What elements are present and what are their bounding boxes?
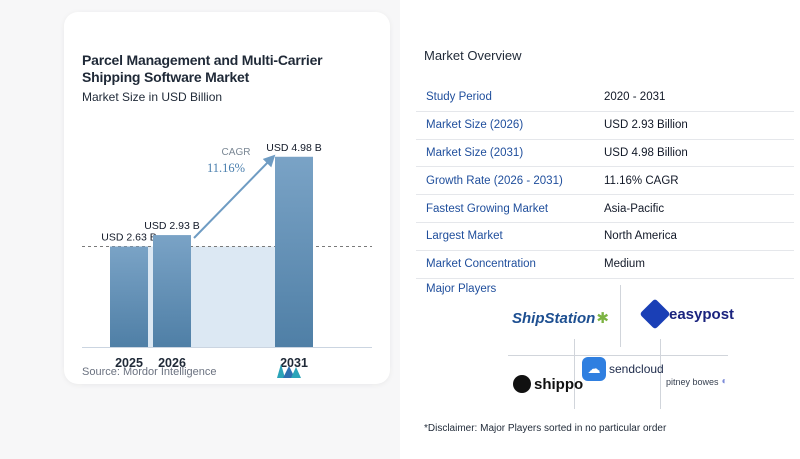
sendcloud-logo: ☁ sendcloud [582,357,664,381]
mordor-logo [277,364,301,378]
pitney-bowes-name: pitney bowes [666,376,719,387]
easypost-name: easypost [669,305,735,323]
row-label: Market Concentration [426,258,536,271]
chart-card: Parcel Management and Multi-Carrier Ship… [64,12,390,384]
gear-icon: ✱ [596,310,609,327]
sendcloud-name: sendcloud [609,362,664,376]
bar-chart: USD 2.63 B 2025 USD 2.93 B 2026 USD 4.98 B 20… [82,142,372,370]
row-value: USD 2.93 Billion [604,119,688,132]
shippo-mark-icon [513,375,531,393]
row-label: Market Size (2031) [426,146,524,159]
table-row: Growth Rate (2026 - 2031) 11.16% CAGR [416,167,794,196]
row-label: Fastest Growing Market [426,202,549,215]
cagr-value: 11.16% [207,161,245,175]
row-value: 11.16% CAGR [604,174,679,187]
row-value: Medium [604,258,645,271]
x-tick-label: 2026 [158,356,186,370]
row-label: Market Size (2026) [426,119,524,132]
bar-2026 [153,235,191,347]
table-row: Market Size (2031) USD 4.98 Billion [416,140,794,168]
grid-divider [574,339,575,409]
overview-title: Market Overview [424,48,522,63]
row-label: Study Period [426,91,492,104]
grid-divider [620,285,621,347]
table-row: Market Size (2026) USD 2.93 Billion [416,112,794,140]
disclaimer: *Disclaimer: Major Players sorted in no … [424,423,667,434]
easypost-mark-icon [639,298,671,330]
x-tick-label: 2031 [280,356,308,370]
data-label: USD 2.93 B [144,220,199,232]
shippo-logo: shippo [513,375,583,393]
pitney-bowes-logo: pitney bowes ◐ [666,376,728,387]
row-value: USD 4.98 Billion [604,146,688,159]
row-value: Asia-Pacific [604,202,665,215]
shipstation-logo: ShipStation ✱ [512,309,609,328]
chart-title: Parcel Management and Multi-Carrier Ship… [82,52,323,85]
grid-divider [660,339,661,409]
table-row: Study Period 2020 - 2031 [416,84,794,112]
cagr-arrow [193,154,276,239]
cloud-icon: ☁ [582,357,606,381]
overview-table: Study Period 2020 - 2031 Market Size (20… [416,84,794,279]
players-title: Major Players [426,283,497,295]
table-row: Market Concentration Medium [416,251,794,279]
players-logo-grid: ShipStation ✱ easypost shippo ☁ sendclou… [508,285,734,409]
market-overview-panel: Market Overview Study Period 2020 - 2031… [400,0,800,459]
row-label: Largest Market [426,230,503,243]
cagr-label: CAGR [222,147,251,158]
row-value: North America [604,230,677,243]
bar-2031 [275,156,313,347]
grid-divider [508,355,728,356]
chart-subtitle: Market Size in USD Billion [82,90,223,104]
easypost-logo: easypost [639,298,735,330]
data-label: USD 4.98 B [266,142,321,154]
bar-2025 [110,246,148,347]
chart-source: Source: Mordor Intelligence [82,366,217,378]
row-value: 2020 - 2031 [604,91,666,104]
shippo-name: shippo [534,375,584,393]
pitney-mark-icon: ◐ [721,376,728,387]
row-label: Growth Rate (2026 - 2031) [426,174,563,187]
table-row: Fastest Growing Market Asia-Pacific [416,195,794,223]
shipstation-name: ShipStation [512,309,596,327]
table-row: Largest Market North America [416,223,794,251]
data-label: USD 2.63 B [101,232,156,244]
x-tick-label: 2025 [115,356,143,370]
